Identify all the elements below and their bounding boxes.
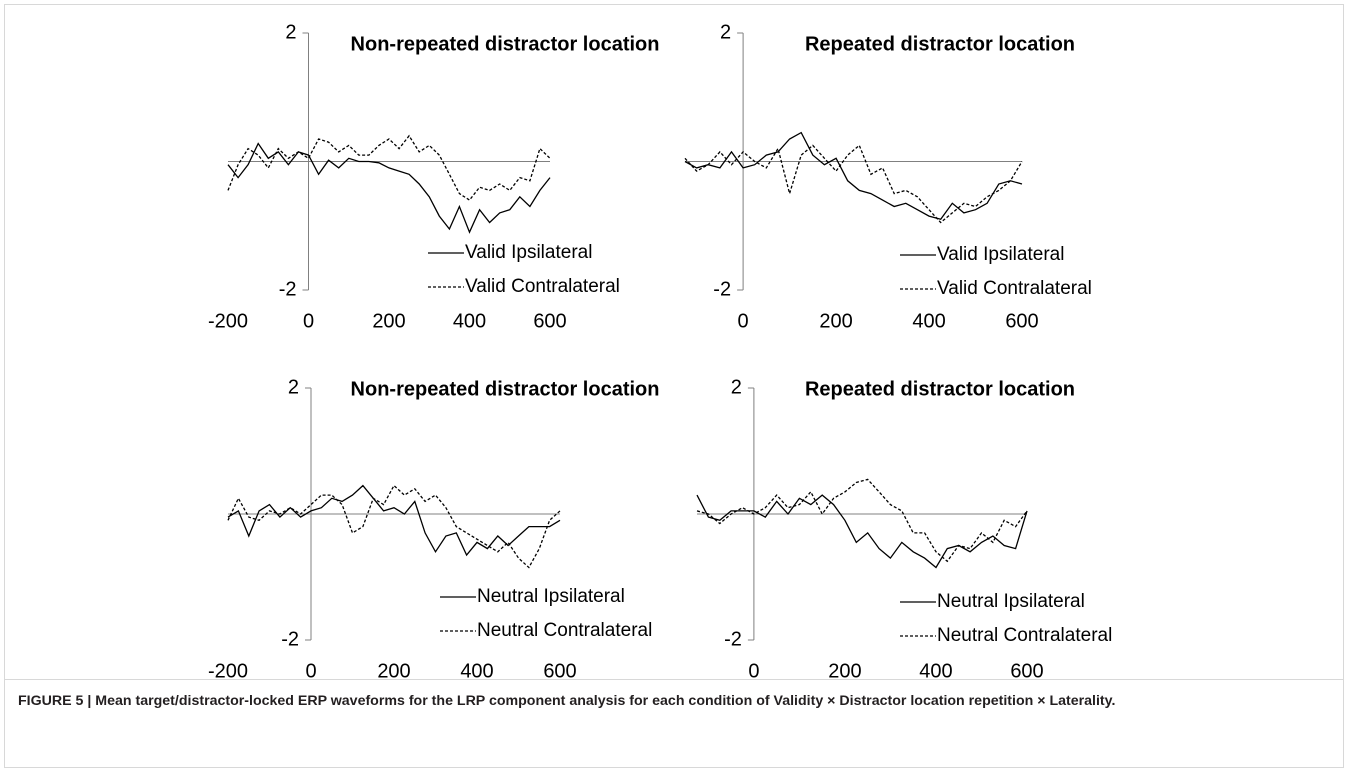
x-tick-label: 600 [543, 660, 576, 680]
chart-title: Non-repeated distractor location [351, 378, 660, 400]
y-tick-label: -2 [713, 278, 731, 300]
x-tick-label: -200 [208, 660, 248, 680]
x-tick-label: 400 [912, 310, 945, 332]
legend-label: Valid Ipsilateral [465, 242, 592, 263]
x-tick-label: 200 [828, 660, 861, 680]
y-tick-label: -2 [281, 628, 299, 650]
series-line [227, 134, 551, 201]
y-tick-label: 2 [288, 376, 299, 398]
series-line [227, 484, 561, 557]
x-tick-label: 200 [372, 310, 405, 332]
legend-label: Neutral Contralateral [937, 625, 1112, 646]
y-tick-label: -2 [279, 278, 297, 300]
legend-label: Neutral Ipsilateral [477, 586, 625, 607]
series-line [227, 142, 551, 234]
x-tick-label: 400 [919, 660, 952, 680]
x-tick-label: 600 [533, 310, 566, 332]
series-line [684, 144, 1023, 224]
series-line [696, 494, 1028, 569]
x-tick-label: 200 [819, 310, 852, 332]
x-tick-label: 0 [305, 660, 316, 680]
series-line [227, 484, 561, 569]
x-tick-label: 0 [303, 310, 314, 332]
legend-label: Valid Ipsilateral [937, 244, 1064, 265]
x-tick-label: 200 [377, 660, 410, 680]
x-tick-label: 600 [1005, 310, 1038, 332]
x-tick-label: 600 [1010, 660, 1043, 680]
series-line [684, 131, 1023, 221]
legend-label: Valid Contralateral [465, 276, 620, 297]
y-tick-label: 2 [285, 21, 296, 43]
caption: FIGURE 5 | Mean target/distractor-locked… [18, 693, 1116, 709]
chart-title: Non-repeated distractor location [351, 33, 660, 55]
chart-title: Repeated distractor location [805, 378, 1075, 400]
legend-label: Neutral Ipsilateral [937, 591, 1085, 612]
figure-frame [4, 4, 1344, 768]
chart-title: Repeated distractor location [805, 33, 1075, 55]
y-tick-label: -2 [724, 628, 742, 650]
y-tick-label: 2 [720, 21, 731, 43]
x-tick-label: -200 [208, 310, 248, 332]
legend-label: Neutral Contralateral [477, 620, 652, 641]
x-tick-label: 0 [738, 310, 749, 332]
series-line [696, 478, 1028, 563]
x-tick-label: 400 [453, 310, 486, 332]
x-tick-label: 400 [460, 660, 493, 680]
legend-label: Valid Contralateral [937, 278, 1092, 299]
y-tick-label: 2 [731, 376, 742, 398]
x-tick-label: 0 [748, 660, 759, 680]
separator [4, 679, 1344, 680]
